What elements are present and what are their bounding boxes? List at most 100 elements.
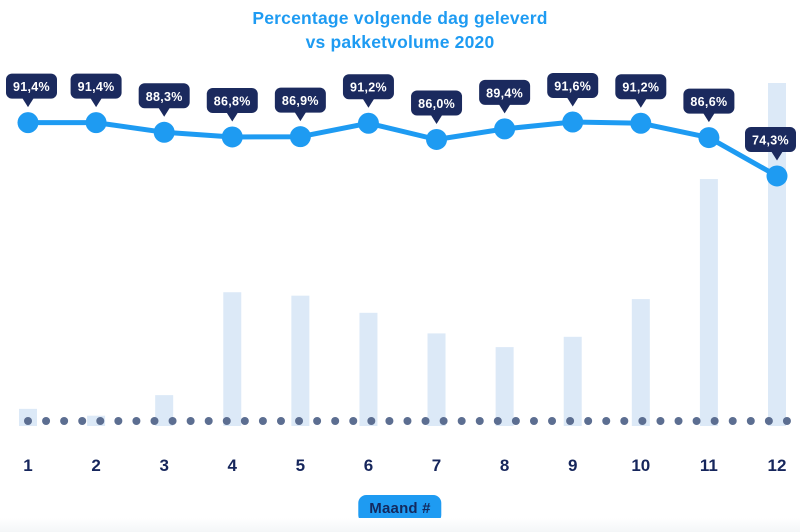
volume-bar (495, 347, 514, 426)
baseline-dot (204, 417, 213, 425)
baseline-dot (638, 417, 647, 425)
volume-bar (359, 312, 378, 426)
tooltip-pointer (566, 97, 579, 107)
data-point-marker (357, 112, 379, 134)
tooltip-pointer (294, 111, 307, 122)
x-axis-tick-label: 10 (631, 456, 650, 475)
tooltip-value: 91,6% (554, 80, 591, 94)
baseline-dot (349, 417, 358, 425)
volume-bar (563, 336, 582, 426)
baseline-dot (168, 417, 177, 425)
baseline-dot (132, 417, 141, 425)
baseline-dot (674, 417, 683, 425)
baseline-dot (331, 417, 340, 425)
baseline-dot (385, 417, 394, 425)
data-label-tooltip: 91,2% (615, 74, 667, 108)
x-axis-tick-label: 9 (568, 456, 577, 475)
data-label-tooltip: 91,4% (70, 73, 122, 108)
data-point-marker (562, 111, 584, 133)
volume-bar (291, 295, 310, 426)
tooltip-pointer (226, 111, 239, 122)
tooltip-value: 91,4% (78, 80, 115, 94)
tooltip-pointer (498, 103, 511, 114)
data-point-marker (17, 112, 39, 134)
data-label-tooltip: 86,8% (206, 87, 258, 122)
data-point-marker (426, 128, 448, 150)
baseline-dot (421, 417, 430, 425)
x-axis-labels-group: 1 2 3 4 5 6 7 8 9 10 11 12 (23, 456, 786, 475)
tooltip-bubble (342, 74, 394, 100)
baseline-dot (295, 417, 304, 425)
delivery-line-group (17, 111, 788, 187)
x-axis-tick-label: 1 (23, 456, 32, 475)
volume-bar (699, 179, 718, 426)
data-point-marker (494, 118, 516, 140)
data-label-tooltip: 86,9% (274, 87, 326, 122)
baseline-dot (222, 417, 231, 425)
tooltip-bubble (683, 88, 735, 114)
tooltip-bubble (70, 73, 122, 99)
volume-bar (223, 292, 242, 426)
tooltip-value: 91,4% (13, 80, 50, 94)
baseline-dot (186, 417, 195, 425)
delivery-line (25, 119, 780, 179)
baseline-dot (620, 417, 629, 425)
data-point-marker (766, 165, 788, 187)
data-point-marker (221, 126, 243, 148)
tooltip-value: 91,2% (350, 81, 387, 95)
baseline-dot (24, 417, 32, 425)
data-label-tooltip: 91,6% (547, 73, 599, 107)
baseline-dot (60, 417, 69, 425)
tooltip-bubble (411, 90, 463, 116)
tooltip-pointer (634, 98, 647, 108)
x-axis-tick-label: 8 (500, 456, 509, 475)
baseline-dot (78, 417, 87, 425)
data-point-marker (289, 126, 311, 148)
baseline-dot (114, 417, 123, 425)
tooltip-bubble (6, 73, 57, 99)
chart-title-line1: Percentage volgende dag geleverd (252, 8, 548, 28)
tooltip-pointer (702, 112, 715, 123)
tooltip-value: 86,6% (690, 95, 727, 109)
tooltip-bubble (745, 126, 796, 152)
data-label-tooltip: 86,0% (411, 90, 463, 124)
baseline-dot (584, 417, 593, 425)
baseline-dot (764, 417, 773, 425)
x-axis-tick-label: 2 (91, 456, 100, 475)
tooltip-bubble (615, 74, 667, 100)
data-label-tooltip: 74,3% (745, 126, 796, 161)
baseline-dot (710, 417, 719, 425)
baseline-dot (240, 417, 249, 425)
baseline-dot (42, 417, 51, 425)
baseline-dot (258, 417, 267, 425)
tooltip-value: 91,2% (622, 81, 659, 95)
tooltip-value: 86,8% (214, 94, 251, 108)
baseline-dot (457, 417, 466, 425)
tooltip-bubble (547, 73, 599, 98)
volume-bar (427, 333, 446, 426)
tooltip-pointer (770, 150, 783, 161)
baseline-dots-group (24, 417, 791, 425)
tooltip-bubble (206, 87, 258, 113)
baseline-dot (656, 417, 665, 425)
baseline-dot (529, 417, 538, 425)
baseline-dot (403, 417, 412, 425)
baseline-dot (548, 417, 557, 425)
data-point-marker (698, 127, 720, 149)
baseline-dot (150, 417, 159, 425)
x-axis-tick-label: 5 (296, 456, 305, 475)
tooltip-pointer (158, 107, 171, 117)
volume-bar (87, 415, 106, 426)
x-axis-tick-label: 12 (768, 456, 787, 475)
baseline-dot (566, 417, 575, 425)
data-point-marker (630, 112, 652, 134)
baseline-dot (96, 417, 105, 425)
baseline-dot (782, 417, 791, 425)
baseline-dot (439, 417, 448, 425)
data-label-tooltip: 91,4% (6, 73, 57, 108)
data-point-marker (85, 112, 107, 134)
volume-bar (155, 395, 174, 426)
baseline-dot (493, 417, 502, 425)
chart-title-line2: vs pakketvolume 2020 (305, 32, 495, 52)
